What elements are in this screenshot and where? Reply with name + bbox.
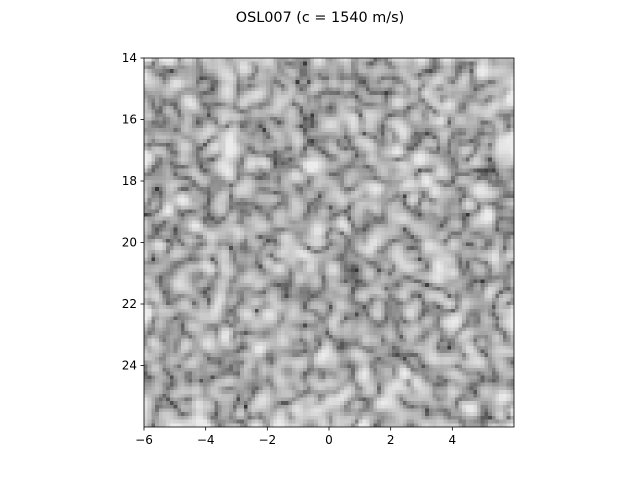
speckle-heatmap-image xyxy=(144,58,514,427)
chart-title: OSL007 (c = 1540 m/s) xyxy=(236,10,404,26)
y-tick-label: 16 xyxy=(122,113,137,127)
x-tick-label: 4 xyxy=(449,433,457,447)
x-tick-label: −4 xyxy=(197,433,215,447)
plot-area xyxy=(143,57,515,428)
y-tick-label: 24 xyxy=(122,359,137,373)
x-tick-label: −2 xyxy=(258,433,276,447)
y-tick-label: 20 xyxy=(122,236,137,250)
y-tick-label: 14 xyxy=(122,51,137,65)
x-axis: −6 −4 −2 0 2 4 xyxy=(135,427,456,447)
x-tick-label: −6 xyxy=(135,433,153,447)
x-tick-label: 0 xyxy=(325,433,333,447)
y-tick-label: 22 xyxy=(122,297,137,311)
y-tick-label: 18 xyxy=(122,174,137,188)
y-axis: 14 16 18 20 22 24 xyxy=(122,51,144,373)
x-tick-label: 2 xyxy=(387,433,395,447)
